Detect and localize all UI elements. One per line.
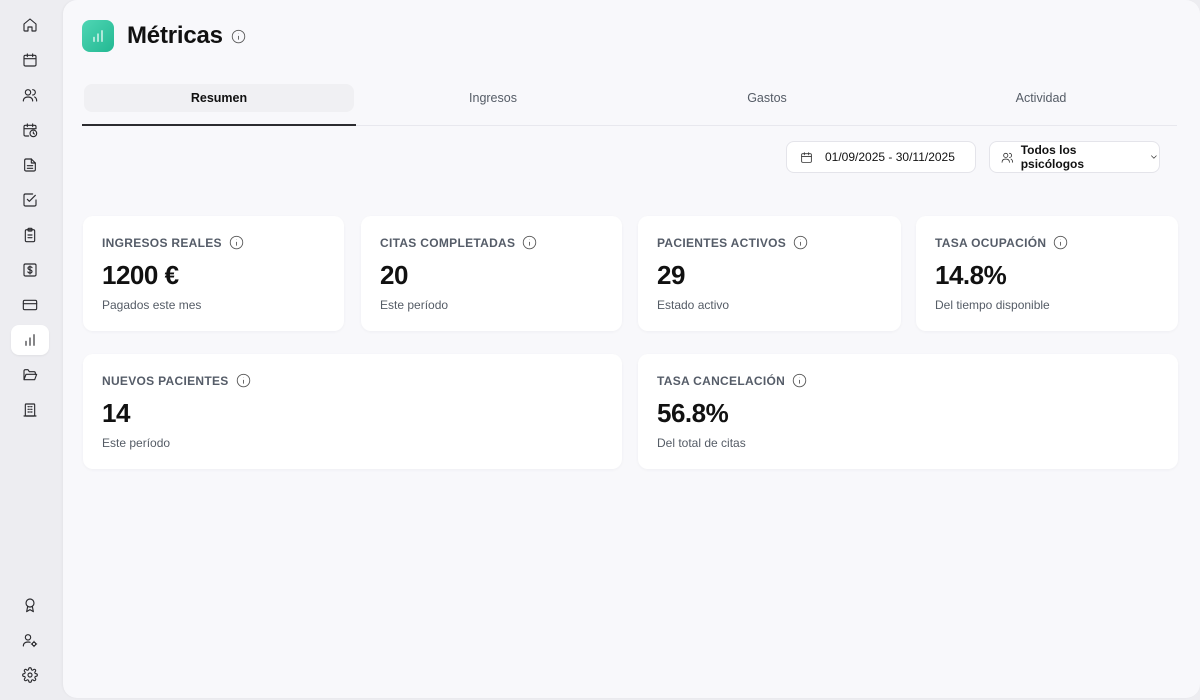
metric-value: 29 [657,260,685,290]
tab-actividad[interactable]: Actividad [1015,91,1067,105]
metric-label: NUEVOS PACIENTES [102,373,229,388]
checkbox-icon[interactable] [11,185,49,215]
psychologist-select[interactable]: Todos los psicólogos [989,141,1160,173]
info-icon[interactable] [1053,235,1068,250]
sidebar [0,0,60,700]
document-icon[interactable] [11,150,49,180]
dollar-icon[interactable] [11,255,49,285]
date-range-picker[interactable]: 01/09/2025 - 30/11/2025 [786,141,976,173]
user-settings-icon[interactable] [11,625,49,655]
metric-subtitle: Estado activo [657,298,730,312]
metric-subtitle: Del tiempo disponible [935,298,1050,312]
main-panel: Métricas Resumen Ingresos Gastos Activid… [63,0,1200,698]
info-icon[interactable] [793,235,808,250]
metric-value: 56.8% [657,398,729,428]
metric-subtitle: Este período [102,436,171,450]
psychologist-select-value: Todos los psicólogos [1020,143,1085,171]
metric-label: TASA CANCELACIÓN [657,373,786,388]
metric-value: 14.8% [935,260,1007,290]
metric-label: CITAS COMPLETADAS [380,235,516,250]
metric-value: 1200 € [102,260,179,290]
metric-card-citas-completadas: CITAS COMPLETADAS 20 Este período [361,216,622,331]
metric-card-tasa-ocupacion: TASA OCUPACIÓN 14.8% Del tiempo disponib… [916,216,1178,331]
metric-card-nuevos-pacientes: NUEVOS PACIENTES 14 Este período [83,354,622,469]
metric-subtitle: Este período [380,298,449,312]
building-icon[interactable] [11,395,49,425]
metric-value: 14 [102,398,130,428]
chevron-down-icon [1151,155,1157,159]
page-title: Métricas [127,22,223,49]
tab-gastos[interactable]: Gastos [747,91,787,105]
info-icon[interactable] [231,29,246,44]
info-icon[interactable] [236,373,251,388]
metric-card-tasa-cancelacion: TASA CANCELACIÓN 56.8% Del total de cita… [638,354,1178,469]
metric-subtitle: Del total de citas [657,436,746,450]
credit-card-icon[interactable] [11,290,49,320]
users-icon[interactable] [11,80,49,110]
metric-label: INGRESOS REALES [102,235,222,250]
metrics-logo-icon [82,20,114,52]
home-icon[interactable] [11,10,49,40]
date-range-value: 01/09/2025 - 30/11/2025 [825,150,955,164]
award-icon[interactable] [11,590,49,620]
metric-value: 20 [380,260,408,290]
info-icon[interactable] [229,235,244,250]
metric-label: TASA OCUPACIÓN [935,235,1047,250]
users-icon [1001,152,1014,163]
folder-open-icon[interactable] [11,360,49,390]
calendar-clock-icon[interactable] [11,115,49,145]
gear-icon[interactable] [11,660,49,690]
calendar-icon[interactable] [11,45,49,75]
active-tab-indicator [82,124,356,126]
info-icon[interactable] [792,373,807,388]
info-icon[interactable] [522,235,537,250]
metric-subtitle: Pagados este mes [102,298,202,312]
tab-bar: Resumen Ingresos Gastos Actividad [82,80,1177,126]
page-header: Métricas [82,20,246,52]
clipboard-icon[interactable] [11,220,49,250]
metric-card-ingresos-reales: INGRESOS REALES 1200 € Pagados este mes [83,216,344,331]
bar-chart-icon[interactable] [11,325,49,355]
tab-ingresos[interactable]: Ingresos [469,91,517,105]
metric-label: PACIENTES ACTIVOS [657,235,787,250]
tab-resumen[interactable]: Resumen [84,84,354,112]
calendar-icon [801,151,812,163]
metric-card-pacientes-activos: PACIENTES ACTIVOS 29 Estado activo [638,216,901,331]
